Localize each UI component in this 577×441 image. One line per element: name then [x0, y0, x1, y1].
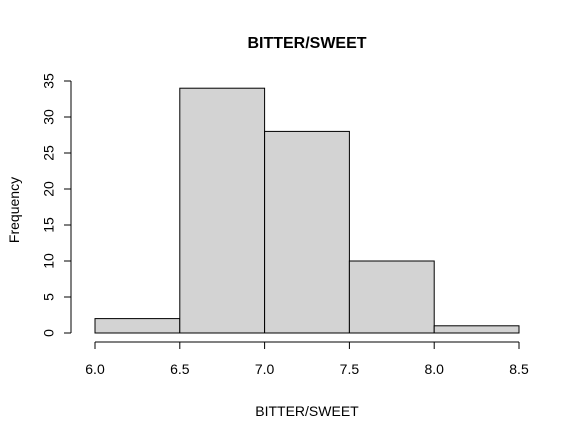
histogram-bar-4 — [433, 325, 520, 334]
y-tick-label: 5 — [41, 293, 57, 301]
chart-title: BITTER/SWEET — [247, 35, 366, 52]
x-tick-label: 6.5 — [170, 361, 190, 377]
y-tick-label: 25 — [41, 145, 57, 161]
histogram-bar-3 — [348, 260, 435, 334]
x-tick-label: 6.0 — [85, 361, 105, 377]
y-tick-label: 20 — [41, 181, 57, 197]
y-tick-label: 15 — [41, 217, 57, 233]
x-tick-label: 7.0 — [255, 361, 275, 377]
histogram-bar-1 — [179, 87, 266, 334]
x-axis: 6.0 6.5 7.0 7.5 8.0 8.5 — [85, 341, 529, 377]
y-axis-label: Frequency — [6, 177, 22, 243]
x-tick-label: 8.0 — [424, 361, 444, 377]
histogram-bar-2 — [264, 130, 350, 334]
bars-group — [94, 87, 520, 334]
x-tick-label: 8.5 — [509, 361, 529, 377]
y-tick-label: 0 — [41, 329, 57, 337]
histogram-bar-0 — [94, 318, 181, 334]
y-axis: 0 5 10 15 20 25 30 35 — [41, 73, 72, 337]
y-tick-label: 30 — [41, 109, 57, 125]
x-axis-label: BITTER/SWEET — [255, 403, 359, 419]
x-tick-label: 7.5 — [340, 361, 360, 377]
y-tick-label: 10 — [41, 253, 57, 269]
y-tick-label: 35 — [41, 73, 57, 89]
